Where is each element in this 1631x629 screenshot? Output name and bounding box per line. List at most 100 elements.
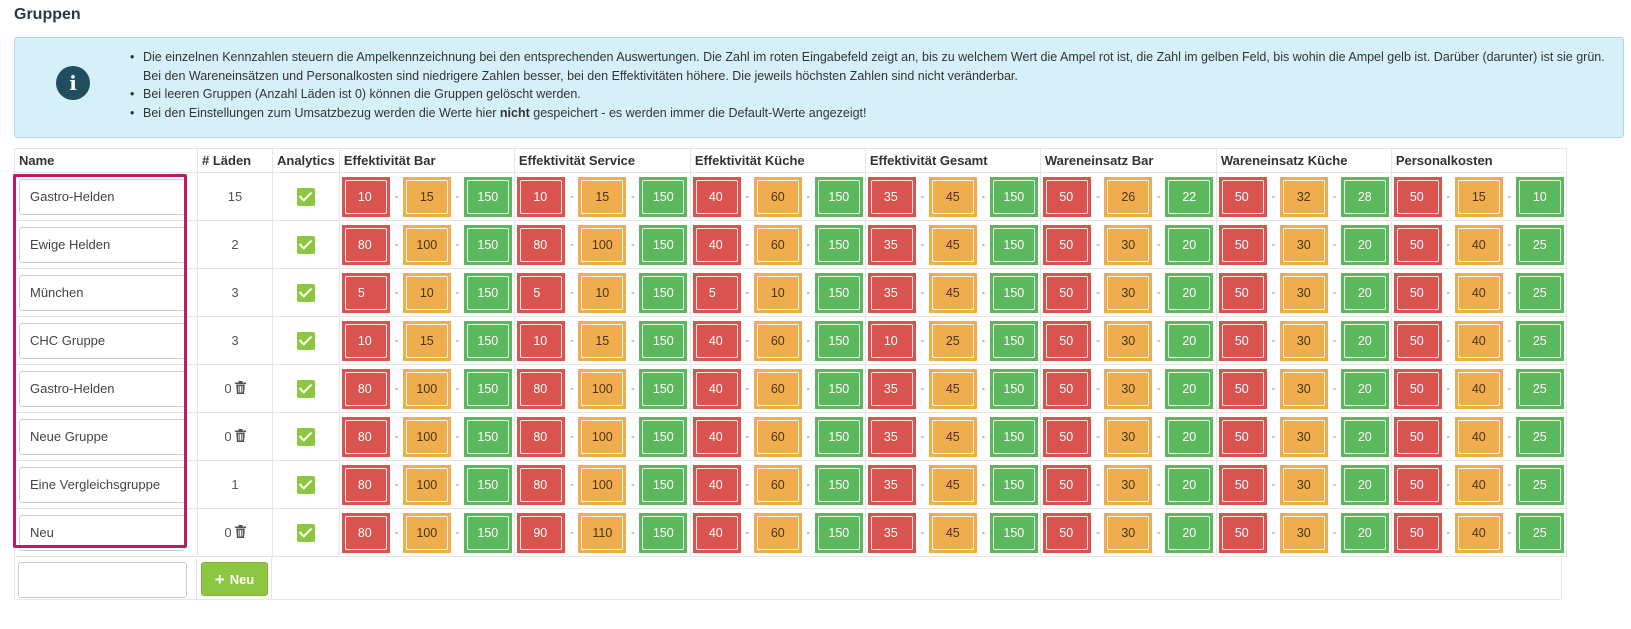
add-group-button[interactable]: + Neu [201,562,268,596]
yellow-threshold-input[interactable]: 32 [1282,179,1325,214]
red-threshold-input[interactable]: 50 [1046,419,1089,454]
group-name-input[interactable]: Neu [19,514,185,551]
red-threshold-input[interactable]: 80 [344,371,387,406]
red-threshold-input[interactable]: 50 [1046,227,1089,262]
red-threshold-input[interactable]: 90 [520,515,563,550]
yellow-threshold-input[interactable]: 60 [756,419,799,454]
yellow-threshold-input[interactable]: 45 [931,227,974,262]
red-threshold-input[interactable]: 10 [344,323,387,358]
analytics-checkbox[interactable] [296,427,315,446]
yellow-threshold-input[interactable]: 30 [1107,371,1150,406]
red-threshold-input[interactable]: 80 [520,419,563,454]
green-threshold-input[interactable]: 20 [1343,323,1386,358]
green-threshold-input[interactable]: 150 [642,275,685,310]
red-threshold-input[interactable]: 50 [1396,371,1439,406]
green-threshold-input[interactable]: 20 [1168,323,1211,358]
red-threshold-input[interactable]: 5 [520,275,563,310]
analytics-checkbox[interactable] [296,379,315,398]
green-threshold-input[interactable]: 10 [1518,179,1561,214]
green-threshold-input[interactable]: 150 [992,227,1035,262]
green-threshold-input[interactable]: 25 [1518,227,1561,262]
red-threshold-input[interactable]: 50 [1046,179,1089,214]
yellow-threshold-input[interactable]: 30 [1107,323,1150,358]
yellow-threshold-input[interactable]: 110 [581,515,624,550]
red-threshold-input[interactable]: 80 [344,467,387,502]
green-threshold-input[interactable]: 25 [1518,467,1561,502]
green-threshold-input[interactable]: 25 [1518,419,1561,454]
yellow-threshold-input[interactable]: 45 [931,515,974,550]
green-threshold-input[interactable]: 150 [992,275,1035,310]
yellow-threshold-input[interactable]: 40 [1457,275,1500,310]
red-threshold-input[interactable]: 80 [344,419,387,454]
group-name-input[interactable]: CHC Gruppe [19,322,185,359]
green-threshold-input[interactable]: 150 [466,467,509,502]
red-threshold-input[interactable]: 50 [1396,227,1439,262]
green-threshold-input[interactable]: 150 [992,515,1035,550]
green-threshold-input[interactable]: 150 [466,323,509,358]
red-threshold-input[interactable]: 50 [1396,275,1439,310]
green-threshold-input[interactable]: 20 [1168,515,1211,550]
green-threshold-input[interactable]: 25 [1518,515,1561,550]
red-threshold-input[interactable]: 35 [870,371,913,406]
green-threshold-input[interactable]: 150 [642,323,685,358]
green-threshold-input[interactable]: 20 [1168,371,1211,406]
red-threshold-input[interactable]: 35 [870,275,913,310]
new-group-name-input[interactable] [18,562,187,598]
red-threshold-input[interactable]: 35 [870,179,913,214]
red-threshold-input[interactable]: 40 [695,419,738,454]
green-threshold-input[interactable]: 22 [1168,179,1211,214]
green-threshold-input[interactable]: 150 [466,179,509,214]
red-threshold-input[interactable]: 40 [695,323,738,358]
yellow-threshold-input[interactable]: 45 [931,467,974,502]
yellow-threshold-input[interactable]: 30 [1107,467,1150,502]
yellow-threshold-input[interactable]: 40 [1457,323,1500,358]
yellow-threshold-input[interactable]: 30 [1282,515,1325,550]
red-threshold-input[interactable]: 50 [1046,371,1089,406]
group-name-input[interactable]: Eine Vergleichsgruppe [19,466,185,503]
red-threshold-input[interactable]: 40 [695,179,738,214]
green-threshold-input[interactable]: 25 [1518,371,1561,406]
green-threshold-input[interactable]: 150 [466,275,509,310]
green-threshold-input[interactable]: 150 [466,419,509,454]
green-threshold-input[interactable]: 28 [1343,179,1386,214]
yellow-threshold-input[interactable]: 26 [1107,179,1150,214]
red-threshold-input[interactable]: 40 [695,371,738,406]
yellow-threshold-input[interactable]: 100 [581,419,624,454]
green-threshold-input[interactable]: 20 [1168,467,1211,502]
red-threshold-input[interactable]: 50 [1046,467,1089,502]
analytics-checkbox[interactable] [296,523,315,542]
red-threshold-input[interactable]: 40 [695,515,738,550]
red-threshold-input[interactable]: 50 [1221,323,1264,358]
yellow-threshold-input[interactable]: 45 [931,275,974,310]
yellow-threshold-input[interactable]: 25 [931,323,974,358]
red-threshold-input[interactable]: 50 [1221,227,1264,262]
green-threshold-input[interactable]: 150 [466,371,509,406]
green-threshold-input[interactable]: 20 [1168,419,1211,454]
red-threshold-input[interactable]: 80 [520,227,563,262]
analytics-checkbox[interactable] [296,283,315,302]
green-threshold-input[interactable]: 150 [992,467,1035,502]
red-threshold-input[interactable]: 50 [1396,467,1439,502]
group-name-input[interactable]: München [19,274,185,311]
red-threshold-input[interactable]: 35 [870,467,913,502]
green-threshold-input[interactable]: 20 [1343,419,1386,454]
green-threshold-input[interactable]: 20 [1168,275,1211,310]
red-threshold-input[interactable]: 10 [520,323,563,358]
green-threshold-input[interactable]: 150 [817,227,860,262]
red-threshold-input[interactable]: 35 [870,227,913,262]
green-threshold-input[interactable]: 150 [642,227,685,262]
green-threshold-input[interactable]: 20 [1168,227,1211,262]
red-threshold-input[interactable]: 50 [1396,515,1439,550]
red-threshold-input[interactable]: 50 [1396,179,1439,214]
red-threshold-input[interactable]: 50 [1221,515,1264,550]
red-threshold-input[interactable]: 80 [520,467,563,502]
green-threshold-input[interactable]: 20 [1343,227,1386,262]
red-threshold-input[interactable]: 10 [520,179,563,214]
yellow-threshold-input[interactable]: 10 [405,275,448,310]
red-threshold-input[interactable]: 50 [1221,371,1264,406]
group-name-input[interactable]: Gastro-Helden [19,370,185,407]
red-threshold-input[interactable]: 80 [344,227,387,262]
yellow-threshold-input[interactable]: 100 [581,227,624,262]
red-threshold-input[interactable]: 35 [870,419,913,454]
green-threshold-input[interactable]: 25 [1518,323,1561,358]
